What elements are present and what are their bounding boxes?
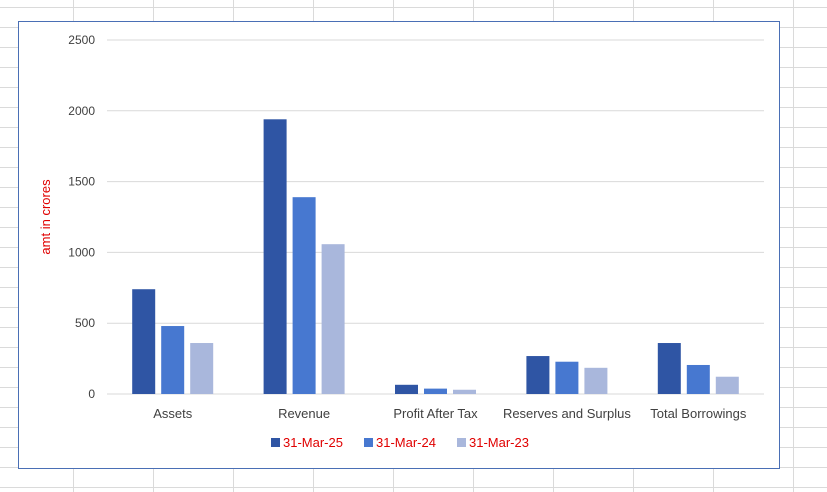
- gridlines: [107, 39, 764, 395]
- bar-31-mar-23-profit-after-tax: [453, 389, 476, 394]
- y-tick-label: 2000: [68, 104, 95, 118]
- bar-31-mar-25-reserves-and-surplus: [526, 356, 550, 394]
- x-tick-label: Assets: [153, 406, 193, 421]
- y-tick-label: 500: [75, 316, 95, 330]
- x-axis-ticks: Assets Revenue Profit After Tax Reserves an…: [153, 406, 747, 421]
- y-axis-label: amt in crores: [38, 179, 53, 255]
- bar-31-mar-25-revenue: [263, 119, 287, 395]
- y-tick-label: 1000: [68, 245, 95, 259]
- bar-series: [132, 119, 739, 395]
- x-tick-label: Reserves and Surplus: [503, 406, 631, 421]
- legend-swatch: [457, 438, 466, 447]
- legend-label: 31-Mar-25: [283, 435, 343, 450]
- legend-swatch: [271, 438, 280, 447]
- chart-container[interactable]: amt in crores 0 500 1000 1500 2000 2500 Asset…: [18, 21, 780, 469]
- y-tick-label: 2500: [68, 33, 95, 47]
- bar-31-mar-24-revenue: [292, 197, 316, 394]
- bar-31-mar-25-assets: [132, 289, 156, 394]
- legend-swatch: [364, 438, 373, 447]
- y-tick-label: 1500: [68, 175, 95, 189]
- bar-31-mar-23-revenue: [321, 244, 345, 394]
- legend: 31-Mar-25 31-Mar-24 31-Mar-23: [271, 435, 529, 450]
- bar-31-mar-23-assets: [190, 343, 214, 394]
- bar-31-mar-24-assets: [161, 326, 185, 394]
- bar-31-mar-24-total-borrowings: [686, 364, 710, 394]
- bar-31-mar-25-total-borrowings: [657, 343, 681, 394]
- y-axis-ticks: 0 500 1000 1500 2000 2500: [68, 33, 95, 401]
- x-tick-label: Total Borrowings: [650, 406, 747, 421]
- legend-label: 31-Mar-23: [469, 435, 529, 450]
- bar-31-mar-24-profit-after-tax: [424, 388, 447, 394]
- y-tick-label: 0: [88, 387, 95, 401]
- bar-31-mar-25-profit-after-tax: [395, 384, 418, 394]
- bar-31-mar-23-total-borrowings: [715, 376, 739, 394]
- bar-31-mar-23-reserves-and-surplus: [584, 367, 608, 394]
- x-tick-label: Revenue: [278, 406, 330, 421]
- legend-label: 31-Mar-24: [376, 435, 436, 450]
- x-tick-label: Profit After Tax: [393, 406, 478, 421]
- bar-31-mar-24-reserves-and-surplus: [555, 361, 579, 394]
- bar-chart: amt in crores 0 500 1000 1500 2000 2500 Asset…: [38, 33, 764, 450]
